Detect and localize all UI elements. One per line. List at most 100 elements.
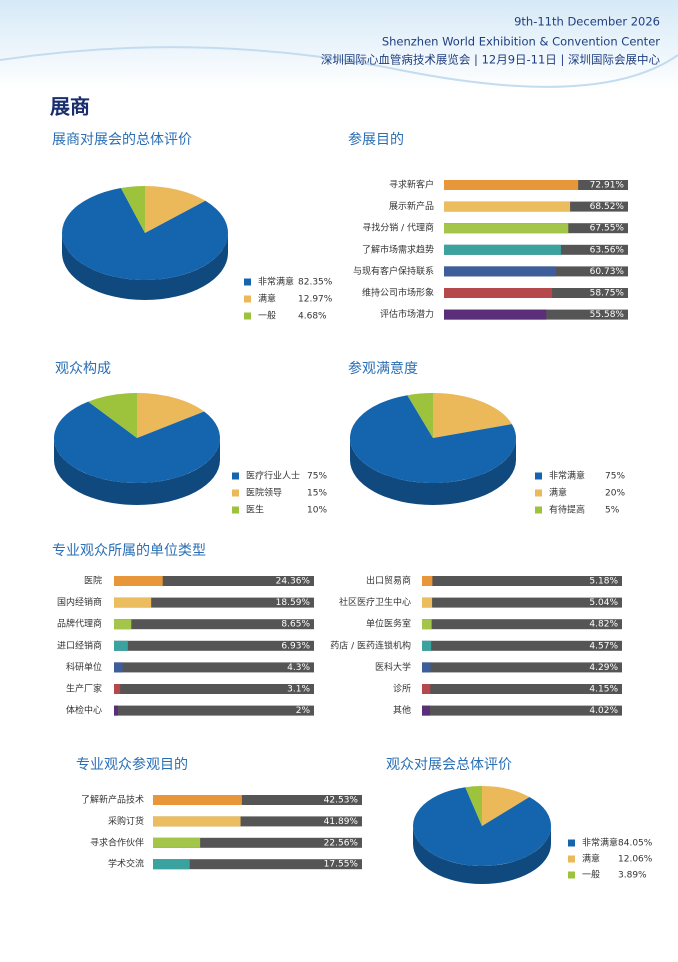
bar-track xyxy=(422,597,622,608)
bar xyxy=(422,576,433,586)
pie-side xyxy=(62,233,228,300)
bar-track xyxy=(153,859,362,870)
bar xyxy=(114,576,163,586)
legend-value: 3.89% xyxy=(618,871,647,881)
legend-label: 满意 xyxy=(549,487,567,499)
header-venue: Shenzhen World Exhibition & Convention C… xyxy=(382,35,660,49)
legend-swatch xyxy=(244,312,251,320)
legend-label: 非常满意 xyxy=(582,837,618,849)
legend-label: 医生 xyxy=(246,504,264,516)
legend-value: 12.97% xyxy=(298,295,333,305)
pie-slice xyxy=(465,786,482,826)
legend-label: 医院领导 xyxy=(246,487,282,499)
bar xyxy=(444,309,547,320)
bar xyxy=(444,201,571,212)
bar-track xyxy=(114,684,314,694)
legend-value: 5% xyxy=(605,506,620,516)
bar-track xyxy=(114,597,314,608)
legend-value: 75% xyxy=(307,472,327,482)
bar-track xyxy=(422,705,622,716)
bar-value: 42.53% xyxy=(324,796,359,806)
chart-title: 参观满意度 xyxy=(348,360,418,377)
bar-value: 5.18% xyxy=(589,577,618,587)
chart-title: 观众构成 xyxy=(55,361,111,377)
legend-label: 医疗行业人士 xyxy=(246,470,300,482)
bar-label: 了解新产品技术 xyxy=(81,794,144,806)
pie-slice xyxy=(61,188,228,280)
bar-value: 4.82% xyxy=(589,620,618,630)
bar-label: 与现有客户保持联系 xyxy=(353,265,434,277)
bar-value: 4.29% xyxy=(589,663,618,673)
bar xyxy=(422,597,433,608)
bar xyxy=(444,266,556,277)
bar-value: 4.02% xyxy=(589,706,618,716)
legend-label: 有待提高 xyxy=(549,504,585,516)
bar-label: 社区医疗卫生中心 xyxy=(339,596,411,608)
bar-value: 55.58% xyxy=(590,310,625,320)
chart-title: 展商对展会的总体评价 xyxy=(52,132,192,148)
legend-value: 20% xyxy=(605,489,625,499)
bar xyxy=(114,705,118,716)
bar-track xyxy=(114,705,314,716)
bar xyxy=(422,640,432,651)
legend-swatch xyxy=(232,489,239,497)
bar-value: 4.3% xyxy=(287,663,310,673)
bar-value: 24.36% xyxy=(276,577,311,587)
bar xyxy=(153,816,241,827)
legend-value: 15% xyxy=(307,489,327,499)
bar-track xyxy=(422,662,622,673)
bar-label: 医院 xyxy=(84,575,102,587)
legend-label: 非常满意 xyxy=(258,276,294,288)
bar-value: 67.55% xyxy=(590,224,625,234)
bar-label: 医科大学 xyxy=(375,661,411,673)
bar-value: 22.56% xyxy=(324,838,359,848)
bar-label: 维持公司市场形象 xyxy=(362,287,434,299)
pie-slice xyxy=(120,186,145,233)
legend-swatch xyxy=(244,278,251,286)
bar-label: 采购订货 xyxy=(108,815,144,827)
bar-track xyxy=(422,619,622,630)
bar xyxy=(422,705,431,716)
bar-value: 58.75% xyxy=(590,289,625,299)
legend-swatch xyxy=(535,506,542,514)
bar xyxy=(153,795,242,805)
legend-value: 12.06% xyxy=(618,855,653,865)
legend-swatch xyxy=(535,489,542,497)
legend-label: 满意 xyxy=(258,293,276,305)
bar-label: 了解市场需求趋势 xyxy=(362,243,434,255)
bar-label: 评估市场潜力 xyxy=(380,308,434,320)
bar-value: 68.52% xyxy=(590,202,625,212)
bar xyxy=(444,244,561,255)
header-wave xyxy=(0,46,678,88)
legend-label: 满意 xyxy=(582,853,600,865)
bar-value: 3.1% xyxy=(287,685,310,695)
legend-swatch xyxy=(568,839,575,847)
pie-side xyxy=(350,438,516,505)
bar-value: 8.65% xyxy=(281,620,310,630)
bar xyxy=(444,288,553,298)
bar xyxy=(444,180,579,190)
bar-label: 单位医务室 xyxy=(366,618,411,630)
bar-track xyxy=(114,640,314,651)
bar xyxy=(444,223,569,234)
bar xyxy=(422,619,432,630)
bar-track xyxy=(153,837,362,848)
legend-swatch xyxy=(535,472,542,480)
bar-label: 进口经销商 xyxy=(57,639,102,651)
bar-value: 72.91% xyxy=(590,181,625,191)
bar-track xyxy=(153,795,362,805)
chart-title: 专业观众参观目的 xyxy=(76,756,188,773)
legend-value: 4.68% xyxy=(298,312,327,322)
bar-label: 科研单位 xyxy=(66,661,102,673)
bar xyxy=(153,859,190,870)
pie-slice xyxy=(145,186,206,233)
bar-track xyxy=(114,662,314,673)
pie-slice xyxy=(433,393,512,438)
bar-label: 寻求合作伙伴 xyxy=(90,836,144,848)
bar-value: 18.59% xyxy=(276,598,311,608)
bar-track xyxy=(114,576,314,586)
bar-value: 17.55% xyxy=(324,860,359,870)
bar-track xyxy=(153,816,362,827)
bar-label: 寻找分销 / 代理商 xyxy=(362,222,434,234)
